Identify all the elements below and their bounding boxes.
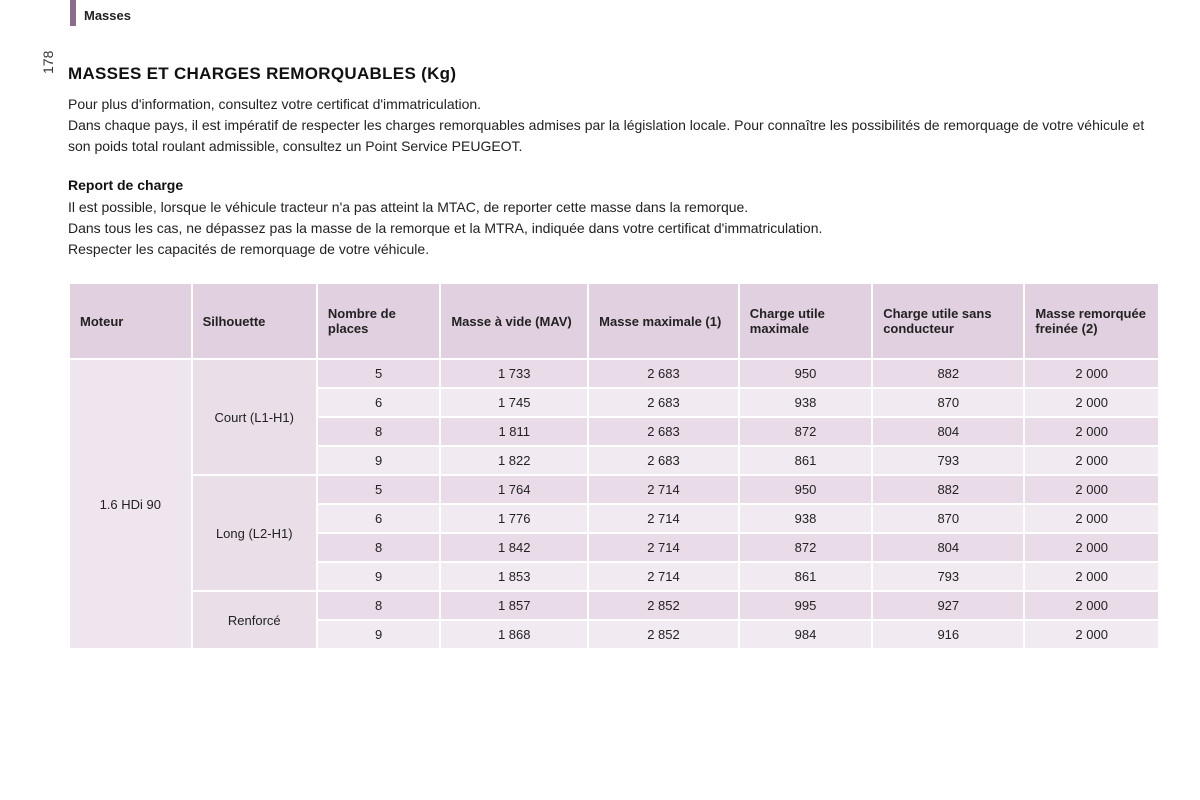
intro-block: Pour plus d'information, consultez votre… bbox=[68, 94, 1160, 157]
cell-cusc: 870 bbox=[873, 505, 1023, 532]
cell-silhouette: Renforcé bbox=[193, 592, 316, 648]
cell-mm: 2 714 bbox=[589, 563, 738, 590]
cell-places: 8 bbox=[318, 592, 439, 619]
cell-mrf: 2 000 bbox=[1025, 360, 1158, 387]
page-number: 178 bbox=[40, 51, 56, 74]
cell-moteur: 1.6 HDi 90 bbox=[70, 360, 191, 648]
cell-places: 5 bbox=[318, 360, 439, 387]
page-title: MASSES ET CHARGES REMORQUABLES (Kg) bbox=[68, 64, 1160, 84]
cell-cu: 950 bbox=[740, 360, 871, 387]
sub-paragraph: Il est possible, lorsque le véhicule tra… bbox=[68, 197, 1160, 218]
cell-cu: 938 bbox=[740, 389, 871, 416]
table-row: Renforcé81 8572 8529959272 000 bbox=[70, 592, 1158, 619]
table-row: Long (L2-H1)51 7642 7149508822 000 bbox=[70, 476, 1158, 503]
cell-mav: 1 853 bbox=[441, 563, 587, 590]
section-tab bbox=[70, 0, 76, 26]
cell-mrf: 2 000 bbox=[1025, 563, 1158, 590]
cell-cusc: 916 bbox=[873, 621, 1023, 648]
cell-mav: 1 857 bbox=[441, 592, 587, 619]
cell-cusc: 804 bbox=[873, 418, 1023, 445]
cell-mm: 2 683 bbox=[589, 360, 738, 387]
cell-cu: 950 bbox=[740, 476, 871, 503]
cell-cusc: 793 bbox=[873, 563, 1023, 590]
cell-cu: 872 bbox=[740, 534, 871, 561]
cell-mm: 2 714 bbox=[589, 505, 738, 532]
cell-mrf: 2 000 bbox=[1025, 621, 1158, 648]
cell-mrf: 2 000 bbox=[1025, 447, 1158, 474]
cell-places: 6 bbox=[318, 389, 439, 416]
cell-mrf: 2 000 bbox=[1025, 505, 1158, 532]
cell-cusc: 882 bbox=[873, 360, 1023, 387]
cell-mm: 2 683 bbox=[589, 418, 738, 445]
cell-cusc: 870 bbox=[873, 389, 1023, 416]
cell-cusc: 882 bbox=[873, 476, 1023, 503]
cell-mm: 2 683 bbox=[589, 447, 738, 474]
cell-cusc: 927 bbox=[873, 592, 1023, 619]
cell-mm: 2 714 bbox=[589, 534, 738, 561]
cell-cu: 872 bbox=[740, 418, 871, 445]
cell-mrf: 2 000 bbox=[1025, 534, 1158, 561]
cell-cu: 861 bbox=[740, 563, 871, 590]
sub-paragraph: Dans tous les cas, ne dépassez pas la ma… bbox=[68, 218, 1160, 239]
cell-mrf: 2 000 bbox=[1025, 592, 1158, 619]
cell-silhouette: Court (L1-H1) bbox=[193, 360, 316, 474]
sub-block: Il est possible, lorsque le véhicule tra… bbox=[68, 197, 1160, 260]
cell-mav: 1 745 bbox=[441, 389, 587, 416]
cell-mrf: 2 000 bbox=[1025, 389, 1158, 416]
cell-mav: 1 811 bbox=[441, 418, 587, 445]
subsection-title: Report de charge bbox=[68, 177, 1160, 193]
col-header-places: Nombre de places bbox=[318, 284, 439, 358]
col-header-mm: Masse maximale (1) bbox=[589, 284, 738, 358]
intro-paragraph: Pour plus d'information, consultez votre… bbox=[68, 94, 1160, 115]
cell-places: 8 bbox=[318, 534, 439, 561]
cell-places: 8 bbox=[318, 418, 439, 445]
col-header-silhouette: Silhouette bbox=[193, 284, 316, 358]
cell-cusc: 804 bbox=[873, 534, 1023, 561]
cell-mav: 1 776 bbox=[441, 505, 587, 532]
cell-mrf: 2 000 bbox=[1025, 476, 1158, 503]
masses-table: Moteur Silhouette Nombre de places Masse… bbox=[68, 282, 1160, 650]
cell-cu: 984 bbox=[740, 621, 871, 648]
cell-cusc: 793 bbox=[873, 447, 1023, 474]
cell-places: 6 bbox=[318, 505, 439, 532]
cell-mav: 1 822 bbox=[441, 447, 587, 474]
cell-mm: 2 714 bbox=[589, 476, 738, 503]
table-header-row: Moteur Silhouette Nombre de places Masse… bbox=[70, 284, 1158, 358]
sub-paragraph: Respecter les capacités de remorquage de… bbox=[68, 239, 1160, 260]
cell-silhouette: Long (L2-H1) bbox=[193, 476, 316, 590]
page-content: MASSES ET CHARGES REMORQUABLES (Kg) Pour… bbox=[68, 20, 1160, 650]
col-header-moteur: Moteur bbox=[70, 284, 191, 358]
cell-mav: 1 733 bbox=[441, 360, 587, 387]
cell-mav: 1 764 bbox=[441, 476, 587, 503]
cell-mm: 2 852 bbox=[589, 621, 738, 648]
cell-cu: 938 bbox=[740, 505, 871, 532]
cell-mm: 2 683 bbox=[589, 389, 738, 416]
cell-places: 9 bbox=[318, 563, 439, 590]
cell-places: 9 bbox=[318, 621, 439, 648]
cell-mm: 2 852 bbox=[589, 592, 738, 619]
cell-cu: 861 bbox=[740, 447, 871, 474]
table-row: 1.6 HDi 90Court (L1-H1)51 7332 683950882… bbox=[70, 360, 1158, 387]
intro-paragraph: Dans chaque pays, il est impératif de re… bbox=[68, 115, 1160, 157]
col-header-cu: Charge utile maximale bbox=[740, 284, 871, 358]
cell-places: 5 bbox=[318, 476, 439, 503]
cell-mrf: 2 000 bbox=[1025, 418, 1158, 445]
cell-places: 9 bbox=[318, 447, 439, 474]
cell-mav: 1 868 bbox=[441, 621, 587, 648]
col-header-mrf: Masse remorquée freinée (2) bbox=[1025, 284, 1158, 358]
cell-cu: 995 bbox=[740, 592, 871, 619]
section-label: Masses bbox=[84, 8, 131, 23]
col-header-cusc: Charge utile sans conducteur bbox=[873, 284, 1023, 358]
col-header-mav: Masse à vide (MAV) bbox=[441, 284, 587, 358]
cell-mav: 1 842 bbox=[441, 534, 587, 561]
